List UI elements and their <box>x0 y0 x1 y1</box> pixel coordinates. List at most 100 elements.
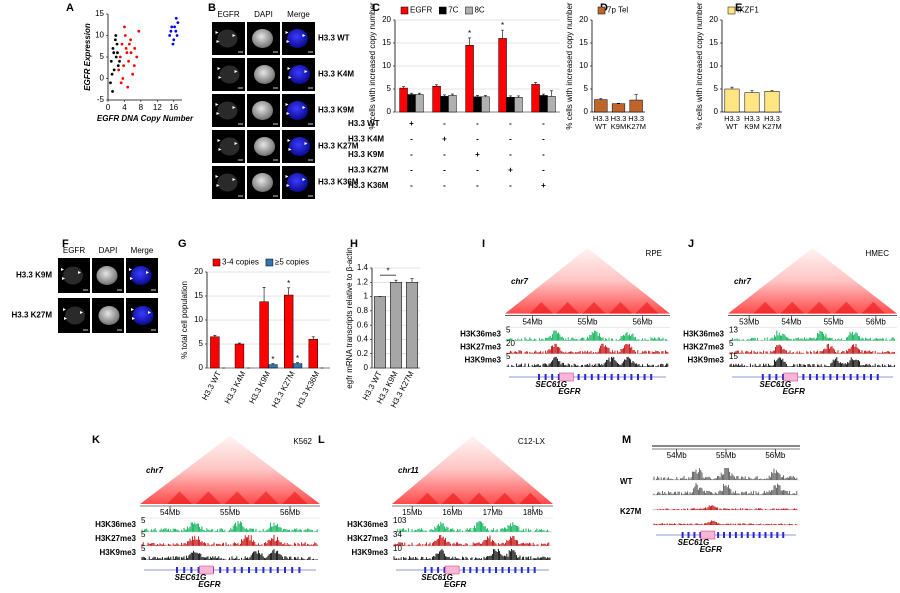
legend-swatch <box>438 6 447 15</box>
signal-track <box>141 521 318 532</box>
y-tick-label: 15 <box>579 38 588 47</box>
hic-domain <box>493 492 516 504</box>
exon <box>717 532 720 538</box>
arrowhead <box>234 142 238 145</box>
exon <box>527 567 530 573</box>
exon <box>637 374 639 380</box>
exon <box>746 532 749 538</box>
error-bar <box>296 362 300 364</box>
exon <box>842 374 845 380</box>
exon <box>687 532 690 538</box>
x-tick-label: H3.3 K27M <box>762 115 782 131</box>
scatter-point <box>122 64 126 67</box>
exon <box>604 374 606 380</box>
arrowhead <box>148 311 151 314</box>
table-mark: - <box>476 119 479 128</box>
column-header: EGFR <box>217 10 239 19</box>
table-row-label: H3.3 K9M <box>348 150 384 159</box>
legend-swatch <box>465 6 473 15</box>
table-mark: - <box>542 119 545 128</box>
exon <box>610 374 613 380</box>
column-header: DAPI <box>99 246 118 255</box>
arrowhead <box>63 308 66 311</box>
gene-label: EGFR <box>783 387 805 396</box>
nucleus <box>96 266 118 285</box>
y-tick-label: 0 <box>199 363 204 372</box>
hic-domain <box>834 301 859 314</box>
exon <box>240 567 243 573</box>
row-label: H3.3 WT <box>318 34 350 43</box>
scatter-point <box>123 34 127 37</box>
track-scale: 15 <box>729 352 738 361</box>
table-mark: - <box>509 119 512 128</box>
bar <box>399 87 408 113</box>
exon <box>836 374 839 380</box>
exon <box>761 374 764 380</box>
coordinate-label: 55Mb <box>824 318 845 327</box>
bar <box>415 94 424 113</box>
scatter-point <box>118 55 122 59</box>
y-tick-label: 0 <box>387 107 392 116</box>
exon <box>462 567 465 573</box>
egfr-highlight <box>783 372 799 382</box>
exon <box>255 567 258 573</box>
coordinate-label: 54Mb <box>160 508 181 517</box>
scatter-point <box>115 42 119 46</box>
track-name: H3K9me3 <box>688 356 725 365</box>
arrowhead <box>61 268 64 271</box>
column-header: Merge <box>287 10 310 19</box>
bar <box>234 343 245 369</box>
table-mark: - <box>476 135 479 144</box>
x-tick-label: H3.3 K9M <box>744 115 760 131</box>
arrowhead <box>287 67 291 70</box>
signal-track <box>729 357 895 367</box>
arrowhead <box>217 67 221 70</box>
row-label: H3.3 K27M <box>318 142 359 151</box>
legend-label: 8C <box>474 6 484 15</box>
scatter-point <box>125 51 129 55</box>
track-scale: 103 <box>393 516 407 525</box>
error-bar <box>213 335 217 337</box>
arrowhead <box>285 103 289 106</box>
exon <box>514 567 517 573</box>
legend-label: 3-4 copies <box>222 258 259 267</box>
bar <box>440 96 449 113</box>
significance-mark: * <box>271 355 274 364</box>
table-mark: - <box>443 181 446 190</box>
exon <box>693 532 696 538</box>
track-scale: 5 <box>506 326 511 335</box>
scatter-point <box>114 34 118 37</box>
error-bar <box>287 287 291 296</box>
bar <box>407 94 416 113</box>
y-axis-label: EGFR Expression <box>83 23 92 91</box>
nucleus <box>132 306 154 325</box>
bar <box>547 96 556 113</box>
y-axis-label: % cells with increased copy number <box>695 2 704 130</box>
cell-line-label: HMEC <box>865 249 889 258</box>
x-tick-label: H3.3 K27M <box>270 369 297 409</box>
panel-label: B <box>208 2 216 14</box>
x-tick-label: 12 <box>153 103 162 112</box>
error-bar <box>443 94 446 97</box>
y-axis-label: % total cell population <box>180 281 189 359</box>
y-tick-label: 0 <box>364 363 369 372</box>
x-tick-label: H3.3 WT <box>200 370 223 402</box>
arrowhead <box>286 40 290 43</box>
gene-label: EGFR <box>558 387 580 396</box>
chromosome-label: chr11 <box>398 466 419 475</box>
y-tick-label: 0.4 <box>357 335 369 344</box>
exon <box>469 567 472 573</box>
chromosome-label: chr7 <box>511 277 528 286</box>
gene-label: SEC61G <box>535 380 567 389</box>
exon <box>533 567 536 573</box>
y-tick-label: 1.2 <box>357 277 369 286</box>
exon <box>623 374 626 380</box>
bar <box>308 338 318 369</box>
nucleus <box>289 65 310 84</box>
bar <box>210 336 220 369</box>
bar <box>506 97 515 113</box>
error-bar <box>770 90 774 92</box>
panel-label: A <box>66 2 74 14</box>
hic-domain <box>519 492 542 504</box>
significance-mark: * <box>468 29 471 38</box>
